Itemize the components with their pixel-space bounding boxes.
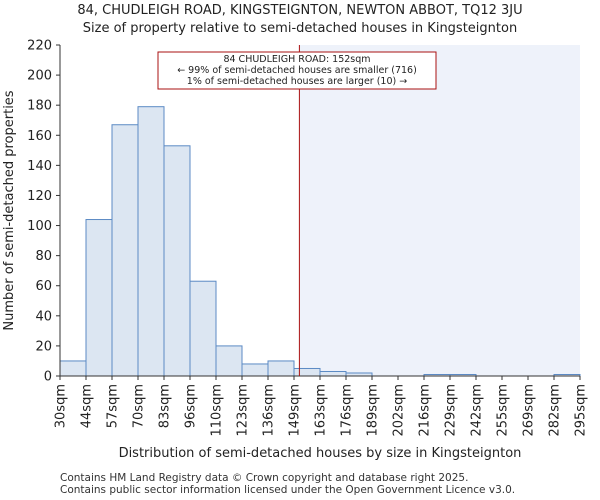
y-tick-label: 40 bbox=[35, 309, 52, 324]
histogram-bar bbox=[267, 360, 295, 377]
annotation-line-3: 1% of semi-detached houses are larger (1… bbox=[187, 76, 407, 87]
x-tick-label: 242sqm bbox=[470, 384, 485, 437]
x-tick-label: 110sqm bbox=[210, 384, 225, 437]
annotation-box: 84 CHUDLEIGH ROAD: 152sqm ← 99% of semi-… bbox=[157, 51, 437, 90]
x-tick-label: 30sqm bbox=[54, 384, 69, 428]
larger-region-shade bbox=[299, 45, 580, 376]
y-tick-label: 140 bbox=[27, 159, 52, 174]
x-tick-label: 83sqm bbox=[158, 384, 173, 428]
x-tick-label: 149sqm bbox=[288, 384, 303, 437]
footer-copyright: Contains HM Land Registry data © Crown c… bbox=[60, 472, 469, 484]
histogram-bar bbox=[319, 370, 347, 377]
y-tick-label: 160 bbox=[27, 129, 52, 144]
x-tick-label: 136sqm bbox=[262, 384, 277, 437]
y-tick-label: 60 bbox=[35, 279, 52, 294]
histogram-bar bbox=[215, 345, 243, 377]
x-tick-label: 123sqm bbox=[236, 384, 251, 437]
x-tick-label: 189sqm bbox=[366, 384, 381, 437]
x-tick-label: 255sqm bbox=[496, 384, 511, 437]
y-tick-label: 0 bbox=[44, 370, 52, 385]
x-tick-label: 282sqm bbox=[548, 384, 563, 437]
x-tick-label: 57sqm bbox=[106, 384, 121, 428]
y-axis-label: Number of semi-detached properties bbox=[2, 90, 17, 330]
histogram-bar bbox=[59, 360, 87, 377]
x-axis-label: Distribution of semi-detached houses by … bbox=[119, 446, 522, 461]
histogram-bar bbox=[293, 367, 321, 377]
chart-subtitle: Size of property relative to semi-detach… bbox=[82, 21, 518, 36]
chart-title: 84, CHUDLEIGH ROAD, KINGSTEIGNTON, NEWTO… bbox=[77, 3, 523, 18]
x-tick-label: 295sqm bbox=[574, 384, 589, 437]
x-tick-label: 202sqm bbox=[392, 384, 407, 437]
x-tick-label: 70sqm bbox=[132, 384, 147, 428]
y-tick-label: 20 bbox=[35, 339, 52, 354]
histogram-bar bbox=[241, 363, 269, 377]
y-tick-label: 80 bbox=[35, 249, 52, 264]
x-tick-label: 44sqm bbox=[80, 384, 95, 428]
y-tick-label: 180 bbox=[27, 99, 52, 114]
y-tick-label: 120 bbox=[27, 189, 52, 204]
histogram-bar bbox=[137, 106, 165, 377]
x-tick-label: 96sqm bbox=[184, 384, 199, 428]
x-tick-label: 163sqm bbox=[314, 384, 329, 437]
y-tick-label: 220 bbox=[27, 39, 52, 54]
y-tick-label: 200 bbox=[27, 69, 52, 84]
x-tick-label: 269sqm bbox=[522, 384, 537, 437]
histogram-bar bbox=[85, 219, 113, 377]
y-tick-label: 100 bbox=[27, 219, 52, 234]
footer-licence: Contains public sector information licen… bbox=[60, 484, 516, 496]
histogram-bar bbox=[189, 280, 217, 377]
x-tick-label: 176sqm bbox=[340, 384, 355, 437]
x-tick-label: 229sqm bbox=[444, 384, 459, 437]
annotation-line-2: ← 99% of semi-detached houses are smalle… bbox=[177, 65, 417, 76]
histogram-bar bbox=[111, 124, 139, 377]
x-tick-label: 216sqm bbox=[418, 384, 433, 437]
annotation-line-1: 84 CHUDLEIGH ROAD: 152sqm bbox=[223, 54, 370, 65]
histogram-bar bbox=[163, 145, 191, 377]
